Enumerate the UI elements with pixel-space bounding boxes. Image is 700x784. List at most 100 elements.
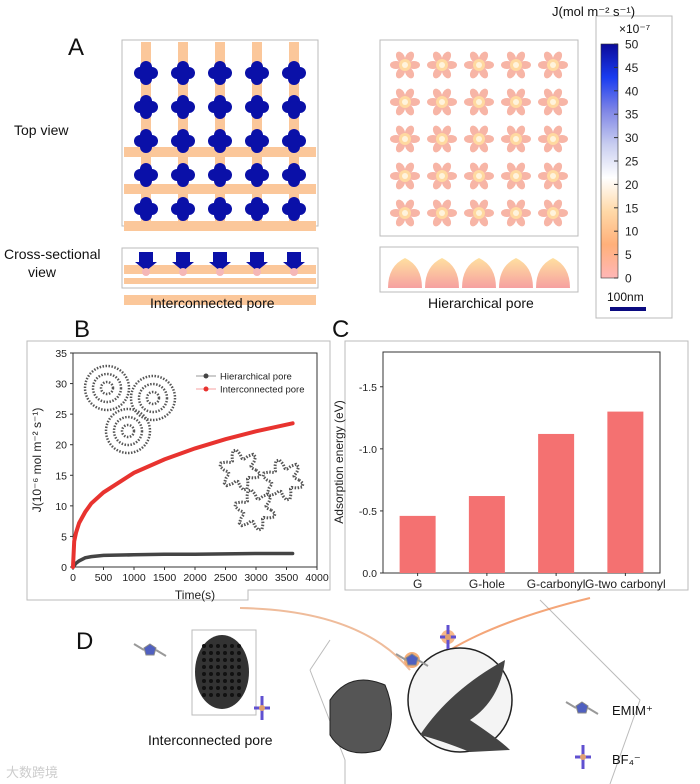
- flower-core: [439, 210, 445, 216]
- cross-section-bell: [499, 258, 533, 288]
- flower-core: [550, 62, 556, 68]
- flux-center: [288, 135, 300, 147]
- flower-core: [476, 173, 482, 179]
- particle-hole: [202, 686, 206, 690]
- particle-hole: [237, 665, 241, 669]
- flower-petal: [408, 61, 420, 69]
- flux-center: [288, 169, 300, 181]
- flower-petal: [445, 172, 457, 180]
- flower-core: [513, 99, 519, 105]
- particle-hole: [237, 679, 241, 683]
- high-flux-node: [208, 163, 232, 187]
- flower-petal: [519, 135, 531, 143]
- hierarchical-pore-flower: [538, 162, 568, 190]
- high-flux-node: [208, 95, 232, 119]
- high-flux-node: [282, 95, 306, 119]
- flower-petal: [445, 135, 457, 143]
- flower-petal: [427, 61, 439, 69]
- y-tick-label: 35: [55, 348, 67, 360]
- hierarchical-pore-flower: [538, 88, 568, 116]
- colorbar-tick-label: 25: [625, 155, 639, 169]
- high-flux-node: [245, 95, 269, 119]
- colorbar-multiplier: ×10⁻⁷: [619, 22, 651, 36]
- flux-center: [140, 203, 152, 215]
- particle-hole: [216, 686, 220, 690]
- y-tick-label: 10: [55, 501, 67, 513]
- hierarchical-pore-flower: [501, 125, 531, 153]
- series-line-interconnected: [71, 421, 295, 569]
- colorbar-tick-label: 5: [625, 248, 632, 262]
- flower-petal: [390, 61, 402, 69]
- flower-petal: [556, 172, 568, 180]
- flower-core: [439, 136, 445, 142]
- ring: [143, 643, 157, 656]
- high-flux-node: [134, 163, 158, 187]
- high-flux-node: [134, 129, 158, 153]
- series-line-hierarchical: [71, 551, 295, 569]
- x-tick-label: 3000: [244, 572, 268, 584]
- particle-hole: [223, 693, 227, 697]
- high-flux-node: [134, 61, 158, 85]
- flux-center: [214, 101, 226, 113]
- flower-core: [402, 136, 408, 142]
- y-tick-label: 0.0: [362, 568, 377, 580]
- flux-center: [251, 101, 263, 113]
- x-axis-label: Time(s): [175, 588, 215, 602]
- flower-petal: [482, 209, 494, 217]
- flower-petal: [445, 209, 457, 217]
- flower-petal: [519, 98, 531, 106]
- y-tick-label: 0: [61, 562, 67, 574]
- flower-petal: [519, 209, 531, 217]
- flower-petal: [556, 135, 568, 143]
- flower-petal: [501, 209, 513, 217]
- bond: [155, 649, 167, 657]
- flower-petal: [556, 98, 568, 106]
- particle-hole: [209, 658, 213, 662]
- flower-petal: [390, 209, 402, 217]
- x-tick-label: 0: [70, 572, 76, 584]
- cross-section-node: [290, 268, 298, 276]
- bar-g-hole: [468, 496, 505, 573]
- flower-core: [439, 62, 445, 68]
- particle-hole: [223, 686, 227, 690]
- porous-particle: [195, 635, 249, 709]
- flower-core: [476, 99, 482, 105]
- boron: [259, 705, 265, 711]
- cross-view-label-2: view: [28, 264, 57, 280]
- particle-hole: [237, 686, 241, 690]
- flower-petal: [538, 98, 550, 106]
- hierarchical-pore-flower: [390, 88, 420, 116]
- flux-center: [214, 135, 226, 147]
- y-tick-label: 20: [55, 440, 67, 452]
- flower-core: [439, 173, 445, 179]
- particle-hole: [202, 658, 206, 662]
- flower-petal: [501, 61, 513, 69]
- hierarchical-pore-flower: [538, 199, 568, 227]
- bf4-ion-icon: [440, 625, 456, 649]
- colorbar-tick-label: 40: [625, 84, 639, 98]
- hierarchical-pore-flower: [501, 199, 531, 227]
- hierarchical-pore-flower: [427, 51, 457, 79]
- flower-petal: [464, 172, 476, 180]
- particle-hole: [223, 644, 227, 648]
- flux-center: [177, 169, 189, 181]
- flux-center: [288, 203, 300, 215]
- x-tick-label: 2500: [214, 572, 238, 584]
- cross-section-flux-arrow: [209, 252, 231, 271]
- particle-hole: [209, 644, 213, 648]
- boron: [580, 754, 586, 760]
- cross-section-node: [142, 268, 150, 276]
- flower-petal: [464, 209, 476, 217]
- cross-section-flux-arrow: [135, 252, 157, 271]
- x-tick-label: G-two carbonyl: [585, 577, 666, 591]
- particle-hole: [209, 651, 213, 655]
- particle-hole: [223, 672, 227, 676]
- flower-petal: [464, 98, 476, 106]
- boron: [445, 634, 451, 640]
- hierarchical-pore-flower: [427, 125, 457, 153]
- concentric-pore: [83, 364, 131, 412]
- particle-hole: [216, 693, 220, 697]
- x-tick-label: G-hole: [469, 577, 505, 591]
